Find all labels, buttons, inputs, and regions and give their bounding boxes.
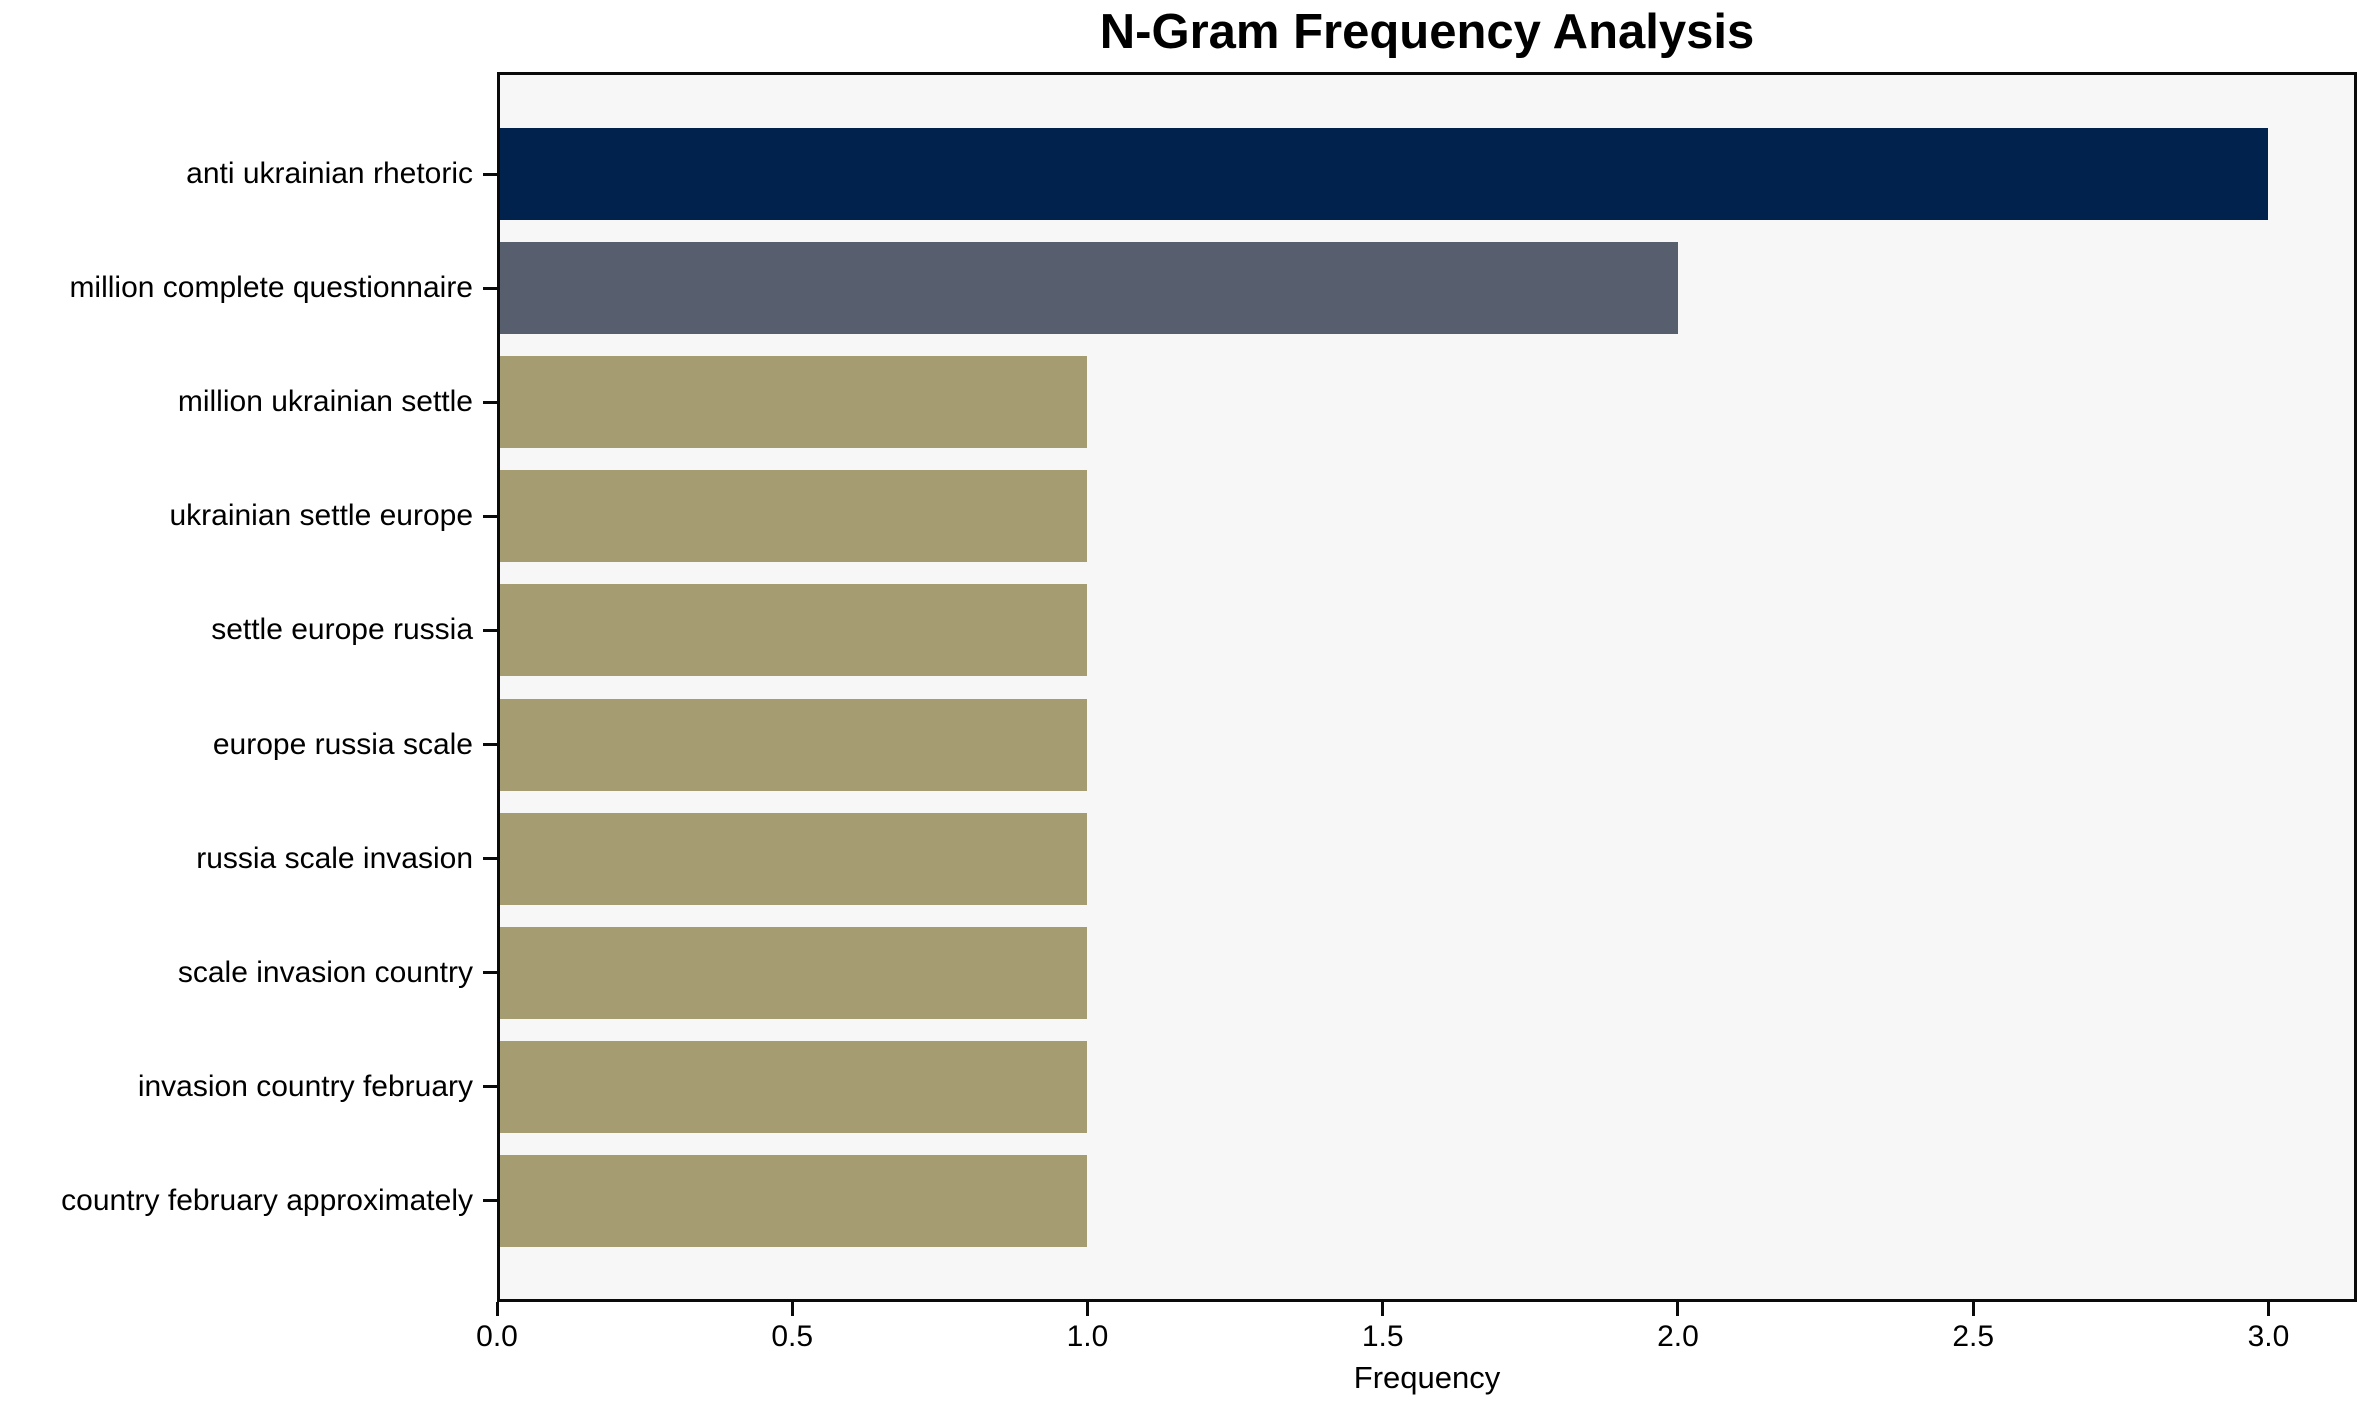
x-tick-label: 1.0 xyxy=(1066,1320,1109,1353)
y-tick-label: scale invasion country xyxy=(177,955,473,989)
y-tick-mark xyxy=(483,743,497,746)
x-tick-label: 0.0 xyxy=(476,1320,518,1353)
x-tick-mark xyxy=(1381,1302,1385,1316)
y-tick-mark xyxy=(483,1199,497,1203)
bar-invasion-country-february xyxy=(497,1040,1088,1133)
y-tick-mark xyxy=(483,857,497,861)
x-tick-mark xyxy=(1085,1302,1089,1316)
y-tick-mark xyxy=(483,400,497,404)
bar-russia-scale-invasion xyxy=(497,812,1088,905)
bar-million-ukrainian-settle xyxy=(497,356,1088,449)
x-tick-mark xyxy=(1971,1302,1975,1316)
x-tick-mark xyxy=(790,1302,794,1316)
bar-country-february-approximately xyxy=(497,1154,1088,1247)
bar-scale-invasion-country xyxy=(497,926,1088,1019)
y-tick-label: million ukrainian settle xyxy=(177,385,473,419)
y-tick-label: million complete questionnaire xyxy=(69,271,473,305)
bar-settle-europe-russia xyxy=(497,584,1088,677)
bar-anti-ukrainian-rhetoric xyxy=(497,128,2269,220)
x-axis-title: Frequency xyxy=(1353,1360,1501,1395)
y-tick-mark xyxy=(483,628,497,632)
x-tick-label: 0.5 xyxy=(771,1320,814,1353)
y-tick-label: country february approximately xyxy=(61,1183,473,1217)
y-tick-label: invasion country february xyxy=(137,1069,473,1103)
bar-europe-russia-scale xyxy=(497,698,1088,791)
y-tick-mark xyxy=(483,1085,497,1089)
y-tick-label: anti ukrainian rhetoric xyxy=(186,157,473,190)
y-tick-mark xyxy=(483,514,497,518)
x-tick-mark xyxy=(1676,1302,1680,1316)
bar-ukrainian-settle-europe xyxy=(497,470,1088,563)
x-tick-mark xyxy=(495,1302,499,1316)
y-tick-label: ukrainian settle europe xyxy=(169,499,473,533)
y-tick-mark xyxy=(483,286,497,290)
x-tick-label: 1.5 xyxy=(1361,1320,1404,1353)
chart-title: N-Gram Frequency Analysis xyxy=(1099,5,1755,59)
y-tick-label: settle europe russia xyxy=(211,613,473,647)
x-tick-label: 2.5 xyxy=(1952,1320,1995,1353)
x-tick-label: 3.0 xyxy=(2247,1320,2290,1353)
bar-million-complete-questionnaire xyxy=(497,242,1678,335)
y-tick-mark xyxy=(483,172,497,176)
y-tick-label: europe russia scale xyxy=(212,727,473,761)
y-tick-label: russia scale invasion xyxy=(196,841,473,875)
plot-area xyxy=(497,72,2357,1302)
x-tick-label: 2.0 xyxy=(1657,1320,1699,1353)
x-tick-mark xyxy=(2266,1302,2270,1316)
y-tick-mark xyxy=(483,971,497,975)
